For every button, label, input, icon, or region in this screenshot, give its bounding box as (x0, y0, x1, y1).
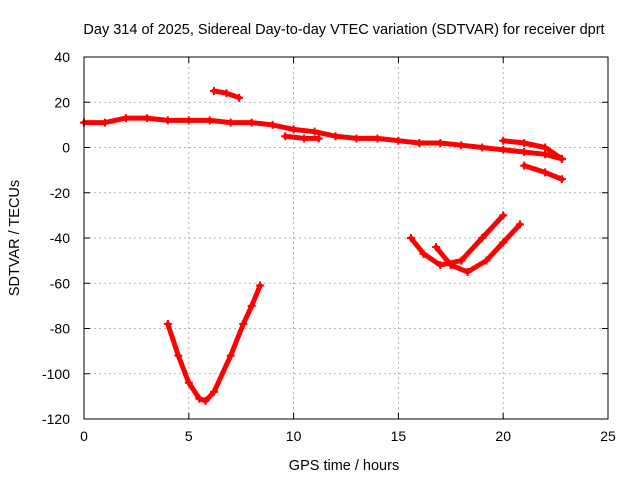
data-point (541, 150, 550, 159)
y-tick-label: -20 (50, 185, 70, 201)
x-axis-label: GPS time / hours (289, 458, 399, 474)
y-tick-label: -80 (50, 321, 70, 337)
data-point (289, 125, 298, 134)
x-tick-label: 10 (286, 428, 302, 444)
data-point (352, 134, 361, 143)
y-tick-label: -120 (42, 411, 70, 427)
data-point (557, 154, 566, 163)
series-line (500, 138, 565, 162)
data-point (373, 134, 382, 143)
data-point (314, 134, 323, 143)
data-point (163, 116, 172, 125)
series-short-mid-arc (281, 132, 323, 143)
data-point (499, 211, 508, 220)
data-point (432, 243, 441, 252)
data-point (415, 138, 424, 147)
data-point (499, 145, 508, 154)
x-tick-label: 15 (391, 428, 407, 444)
data-point (184, 116, 193, 125)
data-point (235, 93, 244, 102)
data-point (195, 394, 204, 403)
data-point (256, 281, 265, 290)
data-point (478, 143, 487, 152)
data-point (268, 120, 277, 129)
data-point (499, 136, 508, 145)
data-point (226, 118, 235, 127)
data-point (310, 127, 319, 136)
data-point (406, 234, 415, 242)
data-point (331, 132, 340, 141)
series-right-u-curve-b (432, 220, 524, 276)
y-tick-label: -40 (50, 230, 70, 246)
series-upper-right-arc (499, 136, 566, 163)
data-point (209, 86, 218, 95)
data-point (457, 141, 466, 150)
data-point (436, 138, 445, 147)
data-point (121, 114, 130, 123)
x-tick-label: 5 (185, 428, 193, 444)
data-point (209, 387, 218, 396)
data-point (142, 114, 151, 123)
data-point (184, 378, 193, 387)
data-point (520, 138, 529, 147)
data-point (499, 238, 508, 247)
data-point (247, 118, 256, 127)
data-point (163, 319, 172, 328)
data-layer (80, 86, 566, 405)
data-point (520, 148, 529, 157)
y-tick-label: -60 (50, 275, 70, 291)
data-point (436, 261, 445, 270)
data-point (541, 168, 550, 177)
series-deep-u-curve (163, 281, 265, 405)
data-point (419, 249, 428, 258)
data-point (541, 143, 550, 152)
data-point (201, 396, 210, 405)
series-line (433, 221, 523, 275)
data-point (247, 301, 256, 310)
chart-title: Day 314 of 2025, Sidereal Day-to-day VTE… (83, 22, 604, 38)
data-point (482, 256, 491, 265)
y-axis-label: SDTVAR / TECUs (7, 180, 23, 296)
data-point (100, 118, 109, 127)
series-short-high-arc (209, 86, 244, 102)
data-point (515, 220, 524, 229)
data-point (300, 134, 309, 143)
series-lower-right-arc (520, 161, 566, 184)
x-tick-label: 20 (495, 428, 511, 444)
data-point (478, 234, 487, 242)
x-tick-label: 25 (600, 428, 616, 444)
data-point (520, 161, 529, 170)
y-tick-label: 0 (62, 140, 70, 156)
y-tick-label: 20 (54, 94, 70, 110)
y-tick-label: -100 (42, 366, 70, 382)
data-point (281, 132, 290, 141)
y-tick-label: 40 (54, 49, 70, 65)
data-point (446, 261, 455, 270)
data-point (226, 351, 235, 360)
tick-layer: 0 5 10 15 20 25 -120 -100 -80 -60 -40 -20 0 20 40 (42, 49, 616, 444)
grid-layer (84, 57, 608, 419)
data-point (457, 256, 466, 265)
data-point (205, 116, 214, 125)
data-point (239, 319, 248, 328)
data-point (394, 136, 403, 145)
series-line (165, 283, 263, 404)
x-tick-label: 0 (80, 428, 88, 444)
data-point (463, 267, 472, 276)
data-point (557, 175, 566, 184)
data-point (174, 351, 183, 360)
data-point (222, 89, 231, 98)
